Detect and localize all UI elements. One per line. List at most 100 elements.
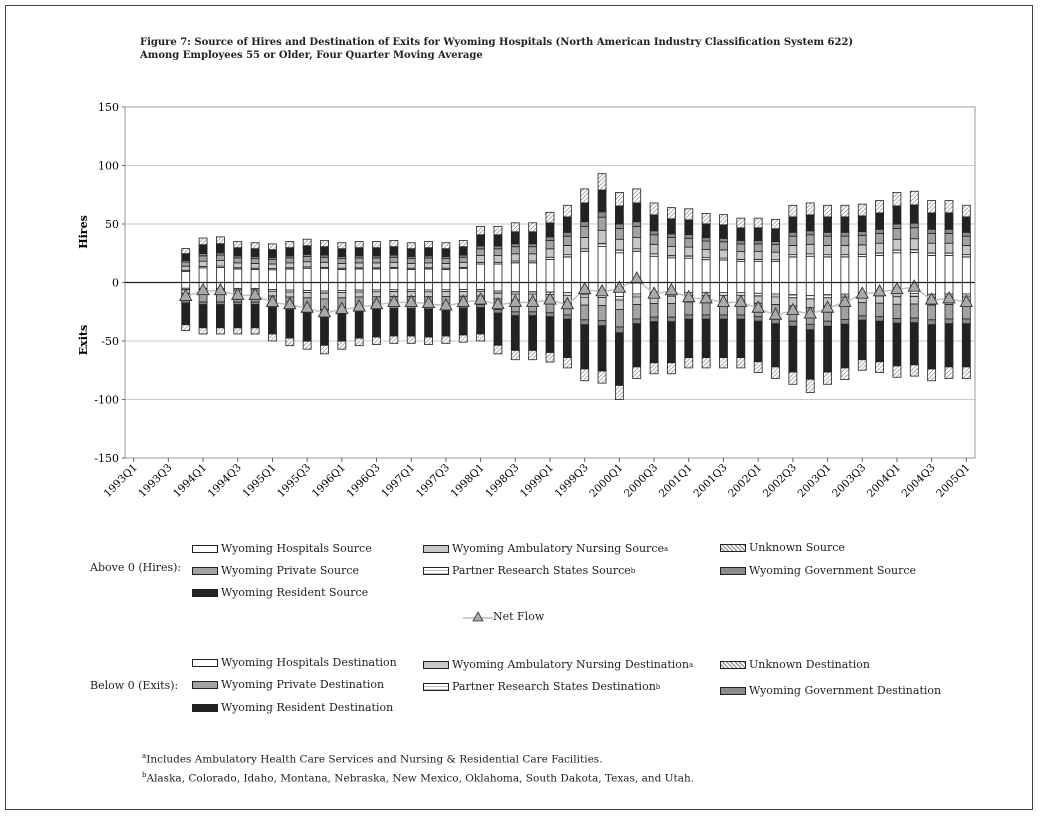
footnote-b: bAlaska, Colorado, Idaho, Montana, Nebra… (142, 771, 694, 785)
bar-hires-government (944, 228, 954, 234)
bar-hires-hospitals (198, 267, 208, 283)
bar-hires-ambulatory (580, 237, 590, 250)
bar-exits-resident (944, 323, 954, 368)
bar-hires-hospitals (372, 268, 381, 283)
bar-exits-government (788, 320, 798, 327)
bar-exits-ambulatory (285, 291, 295, 298)
bar-hires-hospitals (909, 251, 919, 283)
bar-hires-ambulatory (961, 245, 971, 256)
y-tick-label: 0 (112, 277, 119, 290)
bar-hires-ambulatory (302, 261, 312, 268)
bar-exits-unknown (233, 327, 243, 335)
bar-exits-unknown (667, 362, 676, 375)
bar-hires-unknown (545, 211, 555, 224)
legend-label: Wyoming Resident Source (221, 586, 369, 599)
bar-exits-hospitals (805, 282, 815, 297)
bar-hires-resident (389, 246, 399, 256)
bar-hires-government (805, 230, 815, 236)
bar-exits-ambulatory (580, 296, 590, 306)
bar-exits-hospitals (736, 282, 746, 294)
bar-exits-resident (614, 332, 624, 386)
bar-exits-unknown (441, 335, 451, 344)
bar-hires-ambulatory (233, 262, 243, 269)
bar-exits-resident (441, 308, 451, 337)
bar-hires-ambulatory (944, 242, 954, 254)
legend-exits-partner: Partner Research States Destination b (423, 680, 660, 693)
bar-exits-unknown (788, 371, 798, 385)
bar-hires-ambulatory (771, 251, 780, 261)
bar-hires-private (372, 257, 381, 264)
bar-hires-hospitals (510, 262, 520, 283)
bar-hires-private (216, 254, 225, 261)
bar-hires-hospitals (597, 246, 607, 283)
bar-hires-unknown (562, 204, 572, 218)
x-tick-label: 1995Q1 (240, 462, 278, 500)
bar-hires-government (753, 240, 763, 245)
bar-hires-hospitals (233, 268, 243, 283)
bar-exits-ambulatory (372, 291, 381, 298)
bar-hires-government (493, 245, 503, 250)
bar-exits-resident (389, 308, 399, 337)
bar-hires-resident (788, 216, 798, 233)
bar-exits-ambulatory (632, 296, 642, 305)
net-flow-line (185, 278, 967, 317)
x-tick-label: 2004Q1 (865, 462, 903, 500)
bar-exits-unknown (614, 385, 624, 400)
bar-hires-hospitals (476, 263, 486, 283)
bar-exits-resident (753, 320, 763, 363)
bar-hires-government (580, 221, 590, 227)
bar-hires-hospitals (250, 268, 260, 283)
bar-hires-resident (701, 223, 711, 239)
net-flow-marker (803, 306, 817, 319)
bar-hires-unknown (320, 239, 329, 248)
bar-hires-ambulatory (198, 260, 208, 267)
bar-exits-hospitals (493, 282, 503, 292)
bar-hires-ambulatory (285, 262, 295, 269)
chart-title-line1: Figure 7: Source of Hires and Destinatio… (140, 37, 854, 48)
bar-hires-resident (510, 231, 520, 245)
bar-exits-resident (528, 315, 538, 351)
bar-hires-private (545, 239, 555, 250)
bar-exits-unknown (771, 366, 780, 379)
bar-hires-government (701, 237, 711, 242)
y-tick-label: 100 (98, 160, 119, 173)
bar-exits-unknown (181, 324, 191, 331)
bar-hires-resident (719, 224, 728, 239)
bar-exits-unknown (649, 362, 659, 375)
bar-hires-ambulatory (476, 255, 486, 263)
bar-hires-unknown (580, 188, 590, 204)
bar-hires-government (961, 231, 971, 237)
net-flow-marker (872, 283, 887, 297)
bar-hires-ambulatory (424, 262, 433, 269)
net-flow-marker (751, 300, 765, 313)
bar-exits-resident (857, 319, 867, 361)
x-tick-label: 2005Q1 (934, 462, 972, 500)
bar-exits-resident (961, 323, 971, 368)
bar-hires-government (857, 231, 867, 236)
bar-hires-private (562, 235, 572, 246)
bar-hires-ambulatory (216, 260, 225, 267)
bar-exits-resident (285, 309, 295, 339)
bar-hires-hospitals (875, 255, 884, 283)
bar-hires-hospitals (285, 268, 295, 283)
bar-exits-government (528, 311, 538, 317)
bar-hires-ambulatory (667, 246, 676, 256)
bar-hires-resident (614, 205, 624, 225)
bar-hires-private (233, 257, 243, 264)
bar-hires-hospitals (857, 256, 867, 283)
legend-label: Partner Research States Destination (452, 680, 656, 693)
net-flow-marker (959, 294, 974, 307)
legend-label: Unknown Source (749, 541, 845, 554)
net-flow-marker (612, 280, 627, 293)
bar-exits-partner (580, 293, 590, 298)
bar-hires-private (753, 243, 763, 253)
bar-exits-ambulatory (892, 296, 902, 305)
net-flow-marker (473, 292, 488, 305)
bar-exits-ambulatory (875, 295, 884, 304)
bar-exits-unknown (805, 378, 815, 393)
bar-hires-unknown (424, 241, 433, 249)
bar-exits-resident (788, 325, 798, 373)
x-tick-label: 1994Q1 (171, 462, 209, 500)
bar-hires-private (458, 256, 468, 263)
bar-hires-private (285, 257, 295, 264)
